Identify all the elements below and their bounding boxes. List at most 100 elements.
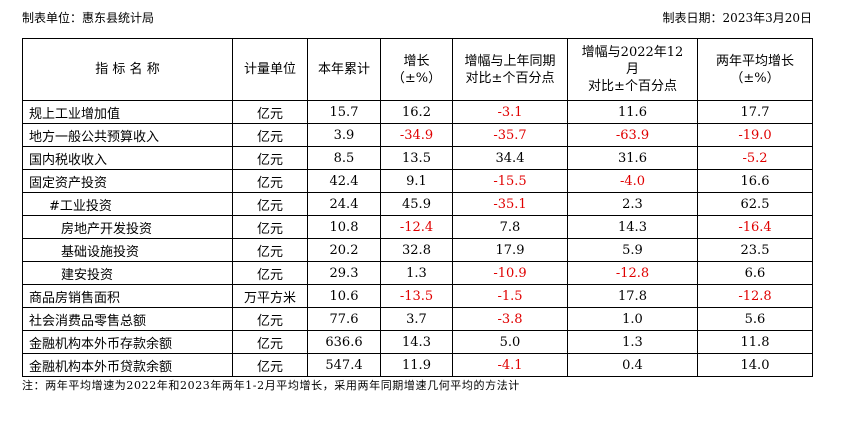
table-row: 固定资产投资 亿元 42.4 9.1 -15.5 -4.0 16.6	[22, 169, 813, 193]
table-cell: 5.9	[567, 238, 698, 262]
indicator-name: 房地产开发投资	[22, 215, 233, 239]
table-cell: 62.5	[697, 192, 813, 216]
table-cell: 3.9	[307, 123, 381, 147]
table-cell: 14.0	[697, 353, 813, 377]
table-row: 国内税收收入 亿元 8.5 13.5 34.4 31.6 -5.2	[22, 146, 813, 170]
table-cell: 亿元	[232, 330, 308, 354]
table-cell: -63.9	[567, 123, 698, 147]
table-cell: 14.3	[380, 330, 453, 354]
indicator-name: 国内税收收入	[22, 146, 233, 170]
table-cell: -34.9	[380, 123, 453, 147]
header-line: 对比±个百分点	[588, 79, 677, 94]
table-cell: 亿元	[232, 123, 308, 147]
table-cell: 77.6	[307, 307, 381, 331]
column-header: 增幅与2022年12 月对比±个百分点	[567, 38, 698, 101]
table-cell: 11.9	[380, 353, 453, 377]
table-cell: -16.4	[697, 215, 813, 239]
table-cell: 亿元	[232, 169, 308, 193]
table-cell: -3.1	[452, 100, 568, 124]
indicator-name: #工业投资	[22, 192, 233, 216]
column-header: 两年平均增长 （±%）	[697, 38, 813, 101]
table-cell: 32.8	[380, 238, 453, 262]
header-row: 指 标 名 称计量单位 本年累计 增长 （±%） 增幅与上年同期 对比±个百分点 增幅与20…	[22, 38, 813, 101]
table-cell: 6.6	[697, 261, 813, 285]
table-cell: 11.6	[567, 100, 698, 124]
table-date: 制表日期：2023年3月20日	[662, 11, 812, 25]
table-row: 地方一般公共预算收入 亿元 3.9 -34.9 -35.7 -63.9 -19.0	[22, 123, 813, 147]
table-cell: 23.5	[697, 238, 813, 262]
table-cell: 0.4	[567, 353, 698, 377]
data-table: 指 标 名 称计量单位 本年累计 增长 （±%） 增幅与上年同期 对比±个百分点 增幅与20…	[22, 38, 813, 377]
table-cell: -4.1	[452, 353, 568, 377]
table-cell: 亿元	[232, 146, 308, 170]
header-line: 增幅与2022年12	[581, 45, 684, 60]
table-cell: 17.9	[452, 238, 568, 262]
indicator-name: 社会消费品零售总额	[22, 307, 233, 331]
table-cell: 45.9	[380, 192, 453, 216]
table-cell: 15.7	[307, 100, 381, 124]
table-cell: 亿元	[232, 215, 308, 239]
table-cell: -35.1	[452, 192, 568, 216]
column-header: 增长 （±%）	[380, 38, 453, 101]
table-row: 规上工业增加值 亿元 15.7 16.2 -3.1 11.6 17.7	[22, 100, 813, 124]
table-cell: -5.2	[697, 146, 813, 170]
footnote: 注：两年平均增速为2022年和2023年两年1-2月平均增长，采用两年同期增速几…	[22, 379, 520, 392]
table-cell: 5.0	[452, 330, 568, 354]
header-line: （±%）	[391, 70, 442, 86]
table-cell: 16.6	[697, 169, 813, 193]
table-cell: 16.2	[380, 100, 453, 124]
table-cell: 1.3	[380, 261, 453, 285]
table-cell: 14.3	[567, 215, 698, 239]
table-cell: 10.8	[307, 215, 381, 239]
header-line: 对比±个百分点	[465, 70, 555, 86]
table-cell: -12.8	[697, 284, 813, 308]
table-cell: 29.3	[307, 261, 381, 285]
table-cell: 亿元	[232, 100, 308, 124]
indicator-name: 基础设施投资	[22, 238, 233, 262]
table-cell: 8.5	[307, 146, 381, 170]
table-cell: -3.8	[452, 307, 568, 331]
table-cell: -4.0	[567, 169, 698, 193]
table-unit: 制表单位：惠东县统计局	[22, 11, 155, 25]
table-cell: 万平方米	[232, 284, 308, 308]
table-row: 金融机构本外币贷款余额 亿元 547.4 11.9 -4.1 0.4 14.0	[22, 353, 813, 377]
table-cell: 亿元	[232, 307, 308, 331]
table-cell: 547.4	[307, 353, 381, 377]
table-cell: 31.6	[567, 146, 698, 170]
table-cell: 3.7	[380, 307, 453, 331]
table-cell: 34.4	[452, 146, 568, 170]
table-cell: 42.4	[307, 169, 381, 193]
table-cell: -12.8	[567, 261, 698, 285]
indicator-name: 规上工业增加值	[22, 100, 233, 124]
table-row: 房地产开发投资 亿元 10.8 -12.4 7.8 14.3 -16.4	[22, 215, 813, 239]
header-line: （±%）	[730, 70, 780, 86]
table-cell: 亿元	[232, 238, 308, 262]
table-cell: -15.5	[452, 169, 568, 193]
table-cell: 636.6	[307, 330, 381, 354]
indicator-name: 商品房销售面积	[22, 284, 233, 308]
column-header: 本年累计	[307, 38, 381, 101]
table-cell: 亿元	[232, 192, 308, 216]
table-cell: -13.5	[380, 284, 453, 308]
header-line: 两年平均增长	[715, 53, 794, 69]
header-line: 月	[625, 62, 639, 77]
indicator-name: 建安投资	[22, 261, 233, 285]
indicator-name: 金融机构本外币存款余额	[22, 330, 233, 354]
table-row: 金融机构本外币存款余额 亿元 636.6 14.3 5.0 1.3 11.8	[22, 330, 813, 354]
table-cell: -19.0	[697, 123, 813, 147]
table-cell: 9.1	[380, 169, 453, 193]
table-row: 建安投资 亿元 29.3 1.3 -10.9 -12.8 6.6	[22, 261, 813, 285]
header-line: 增长	[403, 53, 430, 69]
table-cell: -12.4	[380, 215, 453, 239]
column-header: 计量单位	[232, 38, 308, 101]
table-cell: 10.6	[307, 284, 381, 308]
table-cell: 5.6	[697, 307, 813, 331]
table-cell: 13.5	[380, 146, 453, 170]
table-row: 社会消费品零售总额 亿元 77.6 3.7 -3.8 1.0 5.6	[22, 307, 813, 331]
table-cell: 20.2	[307, 238, 381, 262]
table-row: 基础设施投资 亿元 20.2 32.8 17.9 5.9 23.5	[22, 238, 813, 262]
header-line: 指 标 名 称	[95, 62, 160, 77]
table-row: #工业投资 亿元 24.4 45.9 -35.1 2.3 62.5	[22, 192, 813, 216]
column-header: 指 标 名 称	[22, 38, 233, 101]
table-cell: -10.9	[452, 261, 568, 285]
